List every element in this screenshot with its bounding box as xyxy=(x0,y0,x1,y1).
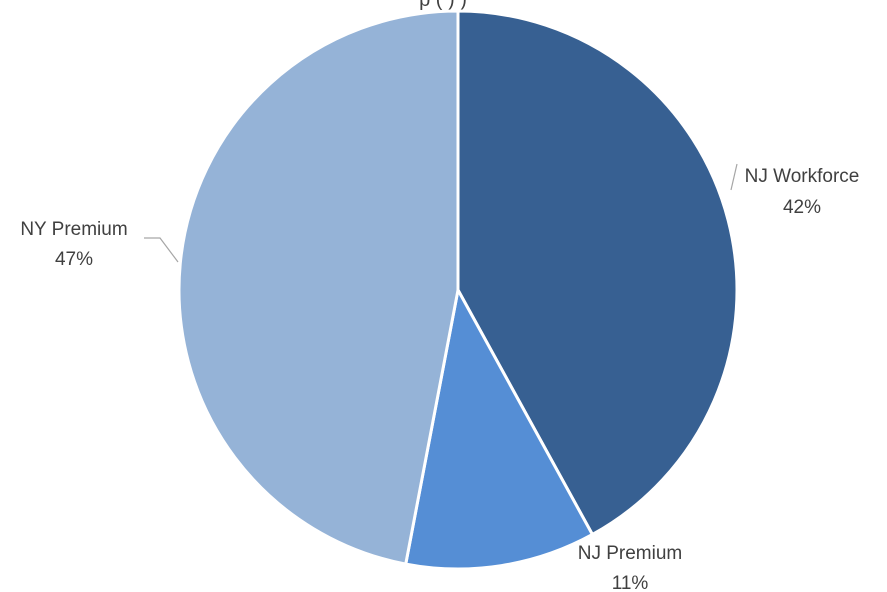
label-nj-premium-pct: 11% xyxy=(612,573,649,592)
leader-line-nj-workforce xyxy=(730,163,738,191)
pie-slice-nj-premium xyxy=(404,288,594,571)
label-ny-premium-pct: 47% xyxy=(55,249,93,270)
chart-title-fragment: p ( ) ) xyxy=(419,0,467,11)
label-nj-premium-name: NJ Premium xyxy=(578,543,683,564)
label-ny-premium-name: NY Premium xyxy=(20,219,127,240)
pie-slice-ny-premium xyxy=(177,9,460,566)
leader-lines xyxy=(144,163,738,263)
leader-line-ny-premium xyxy=(144,237,179,263)
label-nj-workforce-name: NJ Workforce xyxy=(745,166,860,187)
pie-slices xyxy=(177,9,739,571)
label-nj-workforce-pct: 42% xyxy=(783,197,821,218)
pie-slice-nj-workforce xyxy=(456,9,739,536)
